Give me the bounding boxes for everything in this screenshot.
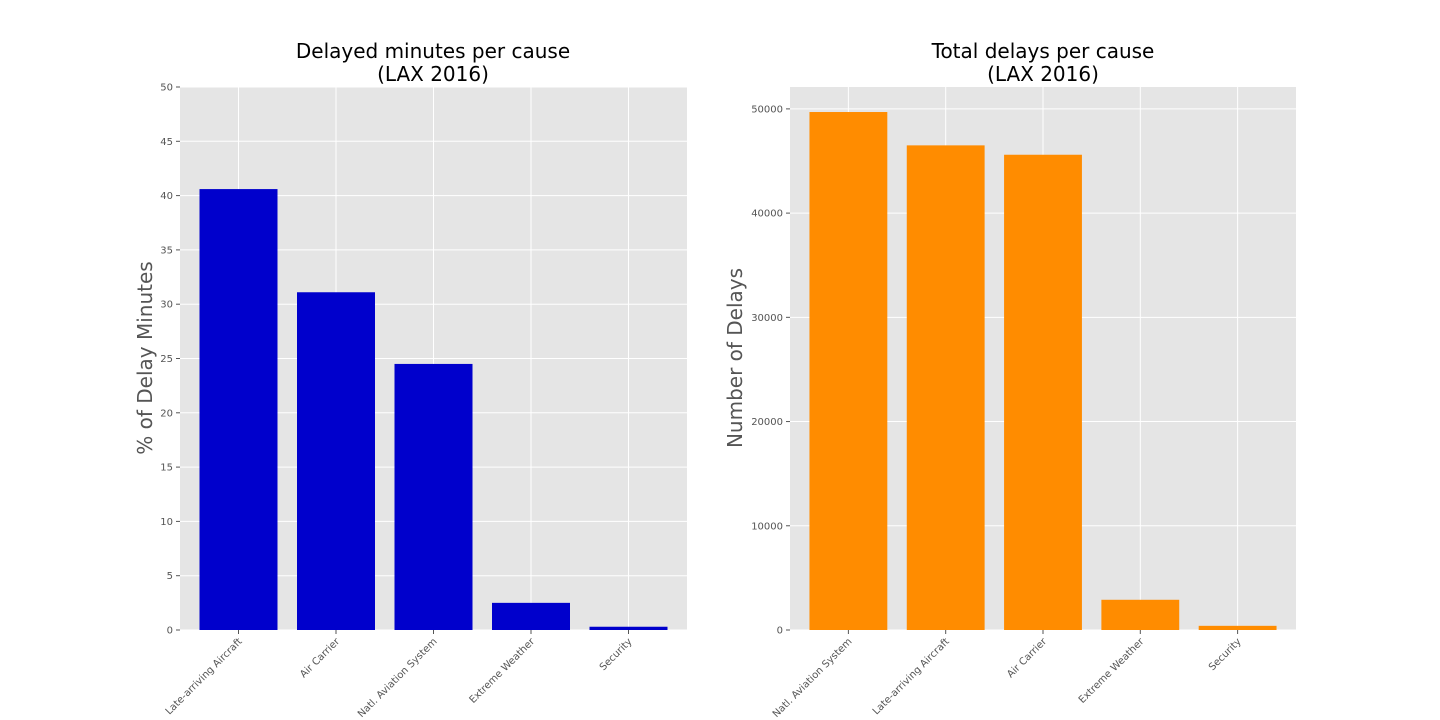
y-tick-label: 50000: [751, 104, 783, 115]
x-tick-label: Natl. Aviation System: [356, 636, 440, 720]
chart-title-line-2: (LAX 2016): [377, 62, 489, 86]
bar: [906, 145, 985, 630]
chart-total-delays: 0 10000 20000 30000 40000 50000 Natl. Aviatio…: [723, 39, 1296, 720]
y-tick-label: 40000: [751, 209, 783, 220]
bar: [809, 112, 888, 631]
x-tick-label: Extreme Weather: [468, 636, 538, 706]
y-tick-label: 35: [160, 245, 173, 256]
y-tick-label: 0: [777, 626, 783, 637]
chart-title-line-2: (LAX 2016): [987, 62, 1099, 86]
y-tick-label: 10000: [751, 521, 783, 532]
bars: [199, 189, 668, 631]
y-tick-label: 45: [160, 137, 173, 148]
y-tick-label: 5: [167, 571, 173, 582]
x-ticks: Late-arriving Aircraft Air Carrier Natl. A…: [164, 630, 635, 720]
x-tick-label: Security: [598, 636, 635, 673]
bar: [297, 292, 375, 630]
bar: [199, 189, 278, 631]
y-tick-label: 20000: [751, 417, 783, 428]
x-tick-label: Air Carrier: [298, 636, 343, 681]
x-tick-label: Natl. Aviation System: [771, 636, 855, 720]
chart-title-line-1: Delayed minutes per cause: [296, 39, 570, 63]
x-tick-label: Security: [1207, 636, 1244, 673]
x-tick-label: Late-arriving Aircraft: [871, 636, 952, 717]
x-tick-label: Late-arriving Aircraft: [164, 636, 245, 717]
bars: [809, 112, 1277, 631]
y-tick-label: 50: [160, 83, 173, 94]
chart-delayed-minutes: 0 5 10 15 20 25 30 35 40 45 50 Late-arriving Aircr…: [133, 39, 687, 720]
x-tick-label: Air Carrier: [1005, 636, 1050, 681]
y-ticks: 0 5 10 15 20 25 30 35 40 45 50: [160, 83, 180, 637]
y-tick-label: 40: [160, 191, 173, 202]
y-tick-label: 10: [160, 517, 173, 528]
y-ticks: 0 10000 20000 30000 40000 50000: [751, 104, 790, 637]
y-axis-label: % of Delay Minutes: [133, 261, 157, 454]
y-tick-label: 30: [160, 300, 173, 311]
y-axis-label: Number of Delays: [723, 268, 747, 448]
y-tick-label: 30000: [751, 313, 783, 324]
bar: [1101, 599, 1180, 630]
y-tick-label: 20: [160, 408, 173, 419]
bar: [394, 363, 473, 630]
x-tick-label: Extreme Weather: [1077, 636, 1147, 706]
y-tick-label: 0: [167, 626, 173, 637]
bar: [492, 602, 570, 630]
y-tick-label: 15: [160, 463, 173, 474]
bar: [589, 626, 668, 630]
bar: [1198, 625, 1277, 630]
chart-title-line-1: Total delays per cause: [931, 39, 1155, 63]
x-ticks: Natl. Aviation System Late-arriving Aircr…: [771, 630, 1244, 720]
bar: [1004, 154, 1082, 630]
y-tick-label: 25: [160, 354, 173, 365]
